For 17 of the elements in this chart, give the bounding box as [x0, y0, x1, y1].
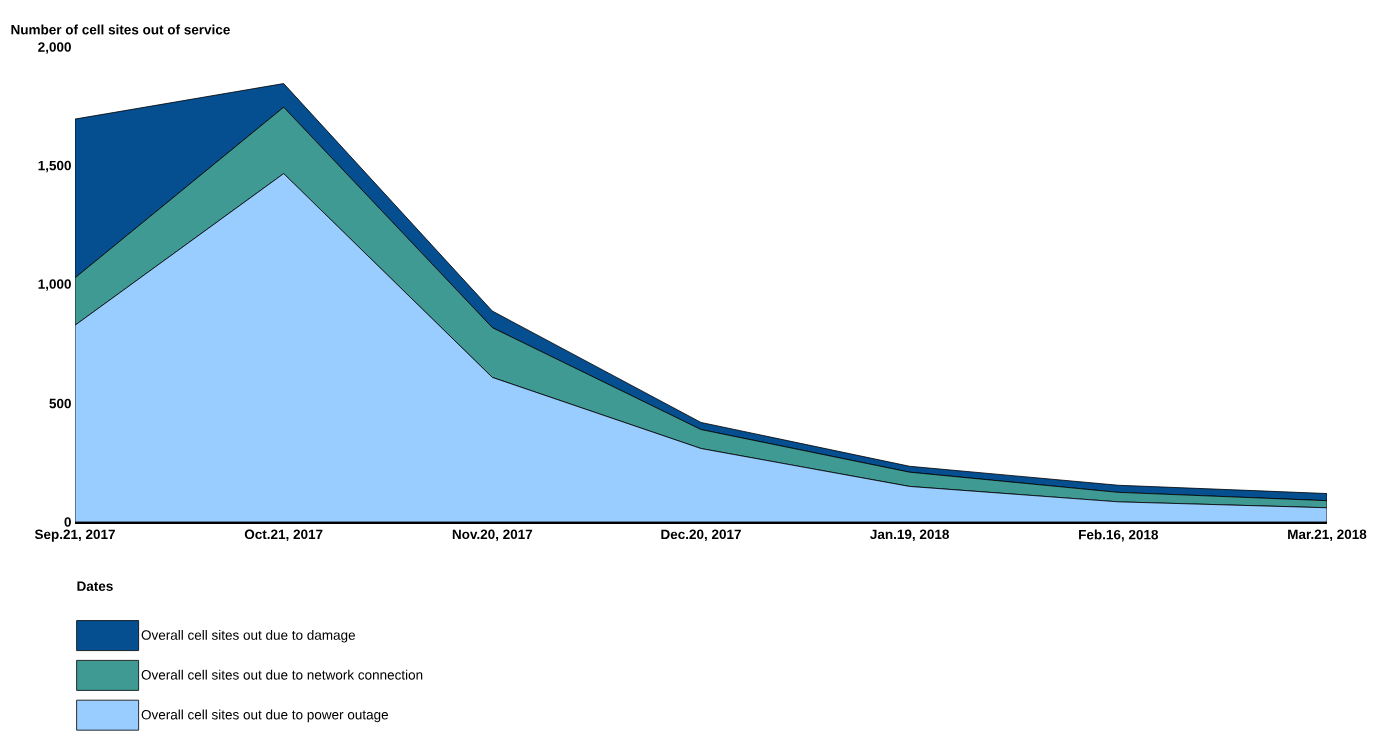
x-tick-label: Dec.20, 2017	[661, 529, 741, 542]
y-tick-label: 1,000	[38, 279, 71, 291]
legend-label: Overall cell sites out due to damage	[141, 629, 355, 643]
y-tick-label: 1,500	[38, 160, 71, 173]
x-tick-label: Mar.21, 2018	[1288, 529, 1367, 542]
x-tick-label: Nov.20, 2017	[452, 529, 533, 542]
x-tick-label: Sep.21, 2017	[34, 529, 115, 542]
legend-label: Overall cell sites out due to network connection	[141, 669, 423, 680]
x-tick-label: Feb.16, 2018	[1079, 529, 1159, 542]
x-axis-title: Dates	[77, 581, 113, 591]
y-tick-label: 0	[64, 517, 71, 527]
y-tick-label: 500	[49, 398, 71, 409]
y-tick-label: 2,000	[38, 42, 71, 54]
y-axis-title: Number of cell sites out of service	[11, 24, 230, 35]
x-tick-label: Oct.21, 2017	[244, 529, 323, 542]
x-tick-label: Jan.19, 2018	[870, 529, 949, 542]
legend-label: Overall cell sites out due to power outage	[141, 709, 389, 723]
